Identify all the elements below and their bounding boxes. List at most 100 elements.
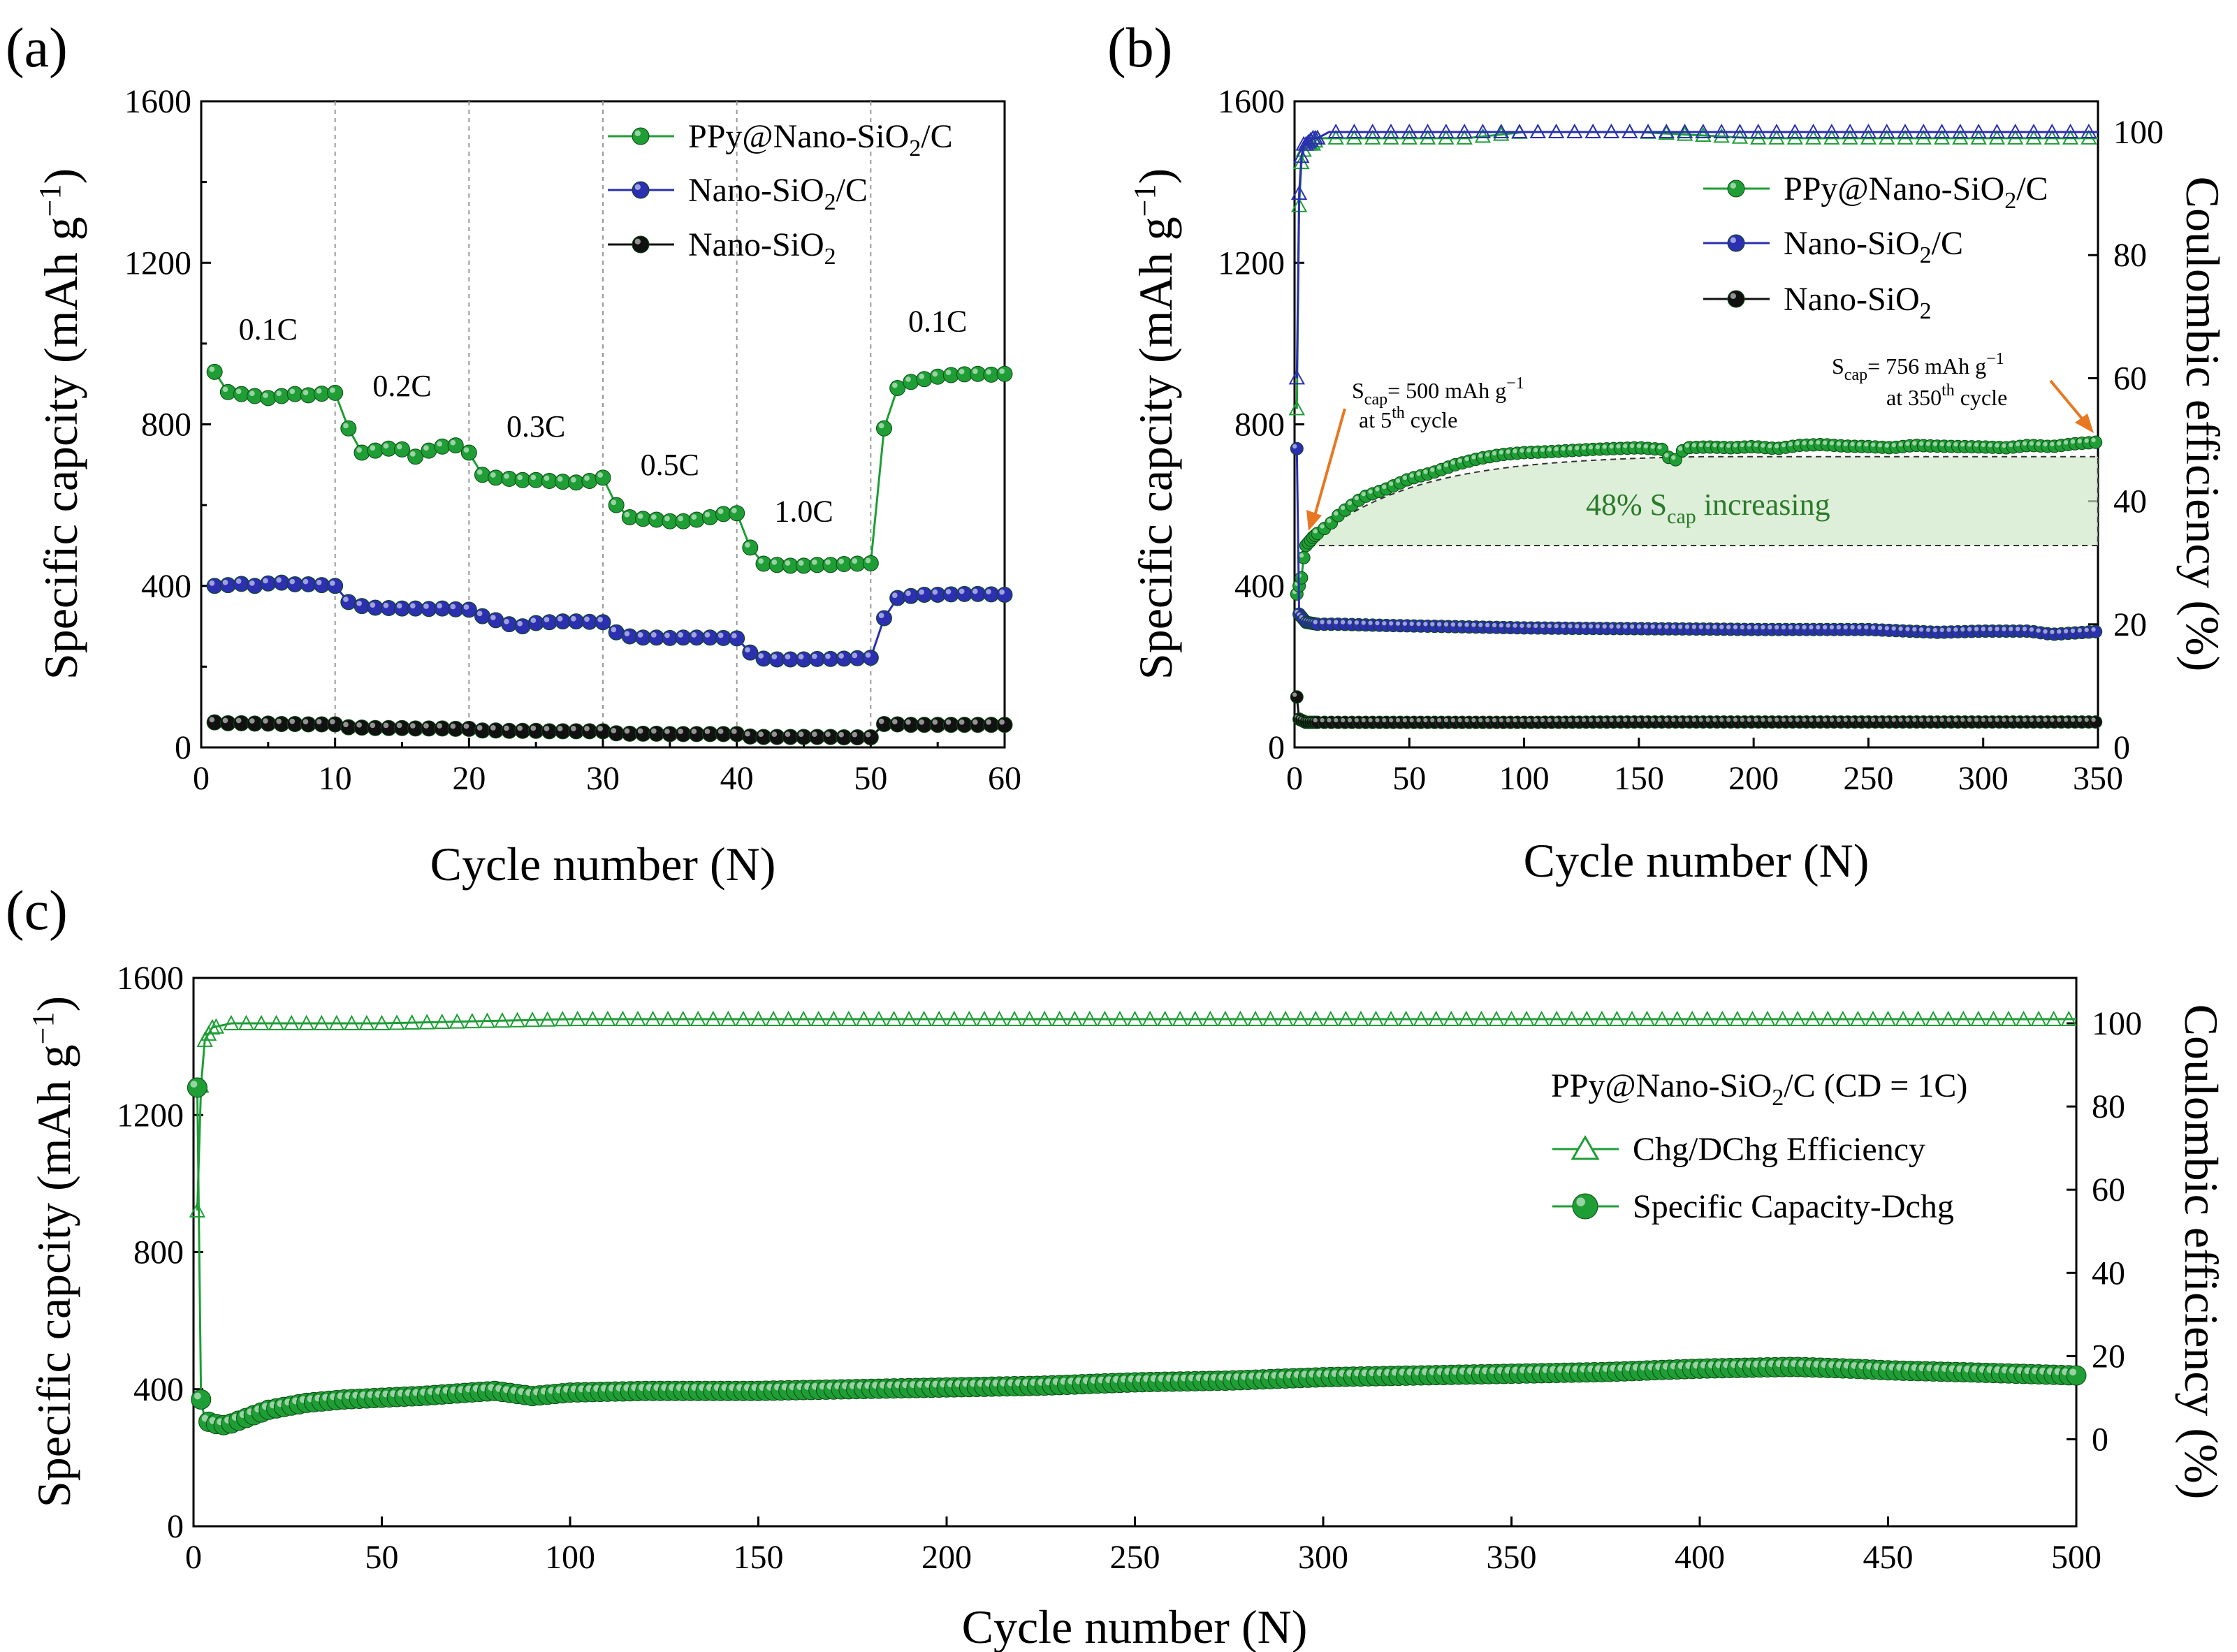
panel-b-capacity-point-2-highlight — [2063, 717, 2069, 722]
panel-a-y-tick-label: 400 — [141, 568, 191, 605]
panel-c-efficiency-marker — [1247, 1010, 1264, 1027]
panel-b-capacity-point-2-highlight — [1719, 717, 1724, 722]
panel-b-capacity-point-1-highlight — [1430, 622, 1435, 627]
panel-a-point-0 — [314, 386, 330, 402]
panel-b-efficiency-marker-4 — [1584, 123, 1601, 139]
panel-b-series — [1288, 123, 2103, 729]
panel-a-point-0 — [595, 469, 611, 486]
panel-b-capacity-point-1-highlight — [2050, 629, 2055, 634]
panel-b-legend-sioc-label: Nano-SiO2/C — [1784, 225, 1963, 268]
panel-b-capacity-point-2-highlight — [1629, 717, 1635, 722]
panel-b-arrowhead-right — [2075, 414, 2094, 433]
panel-b-capacity-point-1-highlight — [1464, 622, 1469, 627]
panel-b-capacity-point-0-highlight — [1857, 441, 1862, 447]
panel-b-capacity-point-0-highlight — [1726, 443, 1731, 448]
panel-a-point-1-highlight — [945, 589, 952, 594]
panel-b-capacity-point-0-highlight — [1416, 471, 1421, 476]
panel-b-ann-sup: −1 — [1506, 374, 1524, 393]
panel-b-y-tick-label: 800 — [1234, 407, 1285, 444]
panel-a-point-0 — [273, 388, 290, 404]
panel-b-capacity-point-2-highlight — [1643, 717, 1649, 722]
panel-b-capacity-point-1-highlight — [1788, 624, 1793, 630]
panel-c-efficiency-marker — [1126, 1010, 1144, 1027]
panel-a-point-0-highlight — [423, 445, 429, 451]
panel-b-capacity-point-0-highlight — [1506, 449, 1510, 454]
panel-c-efficiency-marker — [1669, 1010, 1686, 1027]
panel-a-point-0 — [233, 386, 249, 402]
panel-a-point-1-highlight — [785, 654, 791, 659]
panel-b-capacity-point-1-highlight — [1575, 624, 1580, 629]
panel-b-capacity-point-0-highlight — [1664, 453, 1669, 458]
panel-b-capacity-point-0-highlight — [1547, 447, 1552, 452]
panel-b-capacity-point-1-highlight — [1347, 620, 1353, 625]
panel-b-x-tick-label: 350 — [2073, 760, 2123, 797]
panel-b-capacity-point-2-highlight — [1795, 717, 1800, 722]
panel-b-capacity-point-0-highlight — [1946, 441, 1951, 447]
panel-b-capacity-point-0-highlight — [1774, 444, 1779, 448]
panel-a-point-1 — [527, 615, 544, 631]
panel-b-capacity-point-0-highlight — [1320, 524, 1325, 529]
panel-a-point-0 — [701, 509, 718, 525]
panel-b-capacity-point-0-highlight — [1402, 475, 1407, 480]
panel-c-x-tick-label: 300 — [1298, 1539, 1348, 1576]
panel-a-point-0 — [929, 368, 946, 385]
panel-a-point-1-highlight — [905, 590, 911, 597]
panel-b-capacity-point-1-highlight — [1754, 624, 1758, 630]
panel-b-efficiency-marker-4 — [2007, 123, 2024, 139]
panel-b-label: (b) — [1107, 17, 1172, 79]
panel-a-rate-label: 0.5C — [641, 448, 699, 482]
panel-c-efficiency-marker — [1202, 1010, 1218, 1027]
panel-a-point-1-highlight — [276, 577, 282, 583]
panel-b-efficiency-marker-4 — [1731, 123, 1749, 139]
panel-a-legend: PPy@Nano-SiO2/C Nano-SiO2/C Nano-SiO2 — [608, 118, 953, 270]
panel-b-capacity-point-1-highlight — [1643, 624, 1649, 629]
panel-b-capacity-point-0-highlight — [1334, 511, 1339, 516]
panel-a-point-1-highlight — [959, 588, 965, 594]
panel-a-point-0-highlight — [222, 386, 228, 393]
panel-b-capacity-point-2-highlight — [1533, 717, 1538, 723]
panel-a-point-0-highlight — [235, 388, 242, 395]
panel-a-point-2-highlight — [570, 726, 576, 731]
panel-b-capacity-point-0-highlight — [1375, 487, 1380, 492]
panel-c-x-tick-label: 0 — [185, 1539, 202, 1576]
panel-b-capacity-point-2-highlight — [1443, 717, 1449, 723]
panel-a-x-tick-label: 60 — [988, 760, 1021, 797]
panel-b-x-tick-label: 250 — [1843, 760, 1893, 797]
panel-a-x-tick-label: 10 — [319, 760, 352, 797]
panel-b-capacity-point-2-highlight — [1368, 717, 1373, 723]
panel-a-point-1-highlight — [637, 632, 643, 638]
panel-a-rate-label: 0.2C — [372, 369, 431, 403]
panel-c-efficiency-marker — [870, 1010, 887, 1027]
panel-c-efficiency-marker — [1156, 1010, 1174, 1027]
panel-a-point-0-highlight — [263, 393, 268, 398]
panel-b-capacity-point-0-highlight — [1671, 455, 1676, 460]
panel-b-efficiency-marker-4 — [2081, 123, 2097, 139]
panel-b-capacity-point-2-highlight — [1334, 717, 1339, 723]
panel-c-legend-capacity-label: Specific Capacity-Dchg — [1633, 1188, 1954, 1225]
panel-a-point-1 — [460, 601, 477, 618]
panel-a-point-1-highlight — [972, 588, 978, 594]
panel-c-efficiency-marker — [1608, 1010, 1626, 1027]
panel-c-x-tick-label: 500 — [2051, 1539, 2101, 1576]
panel-a-point-0 — [675, 513, 692, 529]
panel-b-capacity-point-0-highlight — [1981, 442, 1986, 447]
panel-b-efficiency-marker-3 — [1731, 129, 1749, 144]
panel-c-efficiency-marker — [765, 1010, 782, 1027]
panel-b-capacity-point-0-highlight — [1939, 441, 1944, 446]
panel-c-efficiency-marker — [825, 1010, 842, 1027]
panel-a-point-2-highlight — [919, 719, 924, 725]
panel-a-point-0-highlight — [932, 371, 938, 377]
panel-c-efficiency-marker — [1397, 1010, 1415, 1027]
panel-b-capacity-point-2-highlight — [1877, 717, 1883, 722]
panel-b-capacity-point-1-highlight — [1912, 627, 1917, 632]
panel-c-efficiency-marker — [629, 1010, 646, 1027]
panel-b-capacity-point-0-highlight — [2077, 439, 2083, 444]
panel-b-capacity-point-1-highlight — [1995, 627, 1999, 631]
panel-c-efficiency-marker — [2030, 1010, 2047, 1027]
panel-b-capacity-point-2-highlight — [1430, 717, 1435, 723]
panel-a-point-0-highlight — [986, 369, 991, 375]
panel-a-y-tick-label: 1600 — [124, 83, 191, 120]
panel-a-ylabel: Specific capcity (mAh g−1) — [33, 168, 87, 680]
panel-a-point-0 — [996, 365, 1013, 382]
panel-c-efficiency-marker — [1925, 1010, 1941, 1027]
